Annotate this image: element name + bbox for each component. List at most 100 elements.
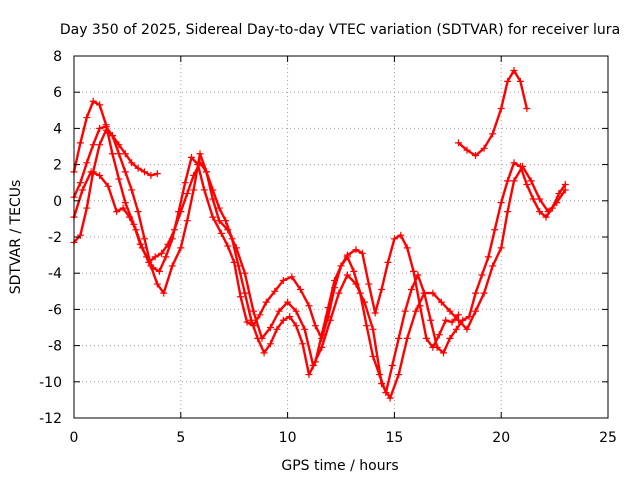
data-point [448, 318, 456, 326]
data-point [369, 325, 377, 333]
data-point [480, 144, 488, 152]
data-point [108, 132, 116, 140]
data-point [113, 208, 121, 216]
data-point [465, 313, 473, 321]
data-point [254, 334, 262, 342]
data-point [96, 171, 104, 179]
data-point [121, 168, 129, 176]
data-point [388, 362, 396, 370]
data-point [76, 231, 84, 239]
data-point [249, 307, 257, 315]
data-point [121, 199, 129, 207]
data-point [83, 114, 91, 122]
x-tick-label: 20 [492, 430, 510, 446]
data-point [536, 195, 544, 203]
data-point [371, 309, 379, 317]
data-point [128, 159, 136, 167]
data-point [155, 267, 163, 275]
data-point [170, 226, 178, 234]
data-point [177, 244, 185, 252]
chart-title: Day 350 of 2025, Sidereal Day-to-day VTE… [60, 22, 620, 38]
data-point [318, 331, 326, 339]
data-point [311, 358, 319, 366]
data-point [337, 262, 345, 270]
data-point [497, 244, 505, 252]
data-point [83, 159, 91, 167]
data-point [271, 287, 279, 295]
data-point [121, 150, 129, 158]
data-point [76, 179, 84, 187]
data-point [275, 307, 283, 315]
data-point [536, 208, 544, 216]
data-point [459, 316, 467, 324]
data-point [96, 141, 104, 149]
x-axis-label: GPS time / hours [281, 458, 398, 474]
data-point [292, 307, 300, 315]
data-point [401, 307, 409, 315]
data-point [296, 285, 304, 293]
data-point [454, 139, 462, 147]
y-tick-label: 6 [53, 85, 62, 101]
data-point [102, 126, 110, 134]
data-point [115, 141, 123, 149]
data-point [427, 316, 435, 324]
y-tick-label: 0 [53, 194, 62, 210]
x-tick-label: 15 [385, 430, 403, 446]
data-point [403, 244, 411, 252]
data-point [76, 139, 84, 147]
data-point [183, 217, 191, 225]
data-point [407, 285, 415, 293]
y-tick-label: -2 [48, 230, 62, 246]
data-point [548, 204, 556, 212]
data-point [386, 394, 394, 402]
data-point [442, 316, 450, 324]
data-point [96, 124, 104, 132]
y-tick-label: -10 [39, 375, 62, 391]
data-point [472, 289, 480, 297]
data-point [134, 164, 142, 172]
data-point [403, 334, 411, 342]
data-point [497, 104, 505, 112]
data-point [267, 324, 275, 331]
data-point [147, 171, 155, 179]
data-point [446, 307, 454, 315]
data-point [140, 235, 148, 243]
data-point [452, 325, 460, 333]
x-tick-label: 25 [599, 430, 617, 446]
data-point [190, 186, 198, 194]
data-point [305, 371, 313, 379]
data-point [83, 204, 91, 212]
data-point [119, 204, 127, 212]
data-point [527, 177, 535, 185]
data-point [147, 262, 155, 270]
data-point [132, 226, 140, 234]
data-point [145, 258, 153, 266]
data-point [489, 262, 497, 270]
data-point [478, 271, 486, 279]
data-point [369, 352, 377, 360]
data-point [151, 253, 159, 261]
data-point [284, 298, 292, 306]
data-point [561, 181, 569, 189]
data-point [375, 371, 383, 379]
data-point [181, 179, 189, 187]
data-point [510, 159, 518, 167]
data-point [215, 217, 223, 225]
data-point [104, 182, 112, 190]
data-point [286, 313, 294, 321]
data-point [164, 240, 172, 248]
data-point [138, 244, 146, 252]
data-point [301, 325, 309, 333]
data-point [288, 273, 296, 281]
data-point [256, 311, 264, 319]
data-point [96, 101, 104, 109]
data-point [504, 77, 512, 85]
data-point [480, 289, 488, 297]
y-tick-label: 2 [53, 158, 62, 174]
data-point [158, 249, 166, 257]
data-point [162, 253, 170, 261]
data-point [196, 159, 204, 167]
data-point [382, 389, 390, 397]
data-point [311, 322, 319, 330]
plot-area [70, 66, 569, 402]
